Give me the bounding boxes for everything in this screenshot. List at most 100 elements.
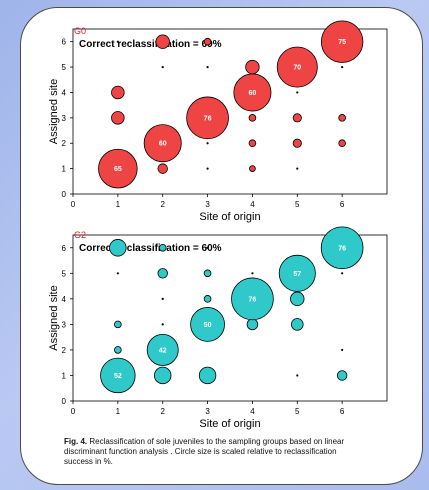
chart2-bubble-label: 52 xyxy=(114,373,122,380)
chart2-x-axis-label: Site of origin xyxy=(199,418,260,430)
chart1-bubble xyxy=(206,65,209,69)
chart2-bubble xyxy=(157,268,168,279)
chart2-bubble xyxy=(290,291,305,307)
chart1-bubble xyxy=(276,46,318,88)
chart2-bubble xyxy=(251,272,254,275)
chart2-bubble-label: 57 xyxy=(293,271,301,278)
chart2-bubble xyxy=(116,272,119,275)
chart1-bubble xyxy=(143,124,182,163)
chart1-y-tick-label: 0 xyxy=(62,190,67,199)
chart1-bubble-label: 75 xyxy=(338,39,346,46)
chart1-bubble xyxy=(248,114,257,122)
chart2-bubble xyxy=(161,323,164,326)
chart2-bubble xyxy=(206,246,209,249)
chart2-bubble xyxy=(109,239,127,257)
chart1-y-tick-label: 6 xyxy=(62,38,67,47)
chart1-bubble xyxy=(203,37,212,46)
chart2-bubble xyxy=(291,318,304,331)
chart1-x-tick-label: 0 xyxy=(71,200,76,209)
chart2-bubble xyxy=(146,333,179,366)
chart1-bubble xyxy=(292,138,302,148)
chart2-x-tick-label: 5 xyxy=(295,407,300,416)
chart2-bubble xyxy=(341,272,344,275)
chart1-bubble xyxy=(161,65,164,69)
chart2-y-tick-label: 5 xyxy=(62,269,67,278)
chart1-bubble-label: 76 xyxy=(204,115,212,122)
chart1-bubble xyxy=(155,34,170,49)
chart1-y-tick-label: 3 xyxy=(62,114,67,123)
chart1-title: Correct reclassification = 69% xyxy=(79,39,222,50)
chart2-y-tick-label: 4 xyxy=(62,295,67,304)
chart1-x-tick-label: 5 xyxy=(295,200,300,209)
chart2-tag: G2 xyxy=(74,230,86,240)
chart1-x-tick-label: 4 xyxy=(250,200,255,209)
chart2-y-tick-label: 6 xyxy=(62,244,67,253)
chart1-bubble xyxy=(206,167,209,170)
chart1-bubble-label: 60 xyxy=(159,141,167,148)
chart1-bubble xyxy=(249,165,256,172)
chart2-bubble xyxy=(296,374,299,377)
chart1-bubble xyxy=(338,114,346,122)
chart2-bubble xyxy=(320,226,364,270)
chart1-bubble xyxy=(111,111,125,125)
chart2-y-tick-label: 2 xyxy=(62,346,67,355)
chart1-x-tick-label: 1 xyxy=(116,200,121,209)
chart1-bubble xyxy=(296,91,299,94)
chart1-y-tick-label: 2 xyxy=(62,139,67,148)
chart1-y-tick-label: 4 xyxy=(62,88,67,97)
chart1-bubble xyxy=(206,142,209,145)
chart1-bubble xyxy=(296,167,299,170)
chart1-bubble xyxy=(186,96,229,140)
caption-text: Reclassification of sole juveniles to th… xyxy=(64,437,345,466)
chart2-bubble xyxy=(154,366,172,385)
chart1-bubble xyxy=(292,113,302,123)
chart1-bubble-label: 60 xyxy=(249,90,257,97)
chart2-y-tick-label: 3 xyxy=(62,320,67,329)
chart2-bubble xyxy=(278,254,316,292)
chart1-bubble xyxy=(341,65,344,69)
chart1-x-tick-label: 3 xyxy=(205,200,210,209)
chart1-x-axis-label: Site of origin xyxy=(199,211,260,223)
chart1-y-tick-label: 1 xyxy=(62,165,67,174)
chart1-y-tick-label: 5 xyxy=(62,63,67,72)
chart1-bubble-label: 65 xyxy=(114,166,122,173)
chart2-x-tick-label: 0 xyxy=(71,407,76,416)
chart2-bubble xyxy=(231,277,274,321)
chart2-y-axis-label: Assigned site xyxy=(48,285,60,350)
chart1-bubble xyxy=(111,85,125,100)
chart2-bubble-label: 42 xyxy=(159,347,167,354)
chart1-y-axis-label: Assigned site xyxy=(48,79,60,144)
chart1-bubble xyxy=(248,139,257,148)
chart2-bubble xyxy=(198,366,217,385)
chart1-bubble xyxy=(245,59,260,75)
chart2-bubble xyxy=(246,318,259,331)
caption-fig-label: Fig. 4. xyxy=(64,437,88,446)
chart1-x-tick-label: 2 xyxy=(160,200,165,209)
chart2-bubble xyxy=(158,243,167,252)
chart2-x-tick-label: 1 xyxy=(116,407,121,416)
chart2-x-tick-label: 2 xyxy=(160,407,165,416)
chart2-bubble xyxy=(341,348,344,352)
chart2-y-tick-label: 1 xyxy=(62,371,67,380)
chart2-y-tick-label: 0 xyxy=(62,397,67,406)
chart2-bubble-label: 50 xyxy=(204,322,212,329)
chart2-bubble xyxy=(190,307,225,342)
chart2-bubble-label: 76 xyxy=(338,245,346,252)
chart1-bubble xyxy=(116,40,119,43)
chart2-bubble xyxy=(336,370,348,381)
chart1-tag: G0 xyxy=(74,26,86,36)
chart2-x-tick-label: 6 xyxy=(340,407,345,416)
chart1-bubble xyxy=(157,163,168,174)
chart2-bubble xyxy=(114,346,122,354)
chart2-x-tick-label: 3 xyxy=(205,407,210,416)
chart2-bubble xyxy=(100,357,136,394)
chart2-bubble xyxy=(114,320,122,329)
chart2-bubble-label: 76 xyxy=(249,296,257,303)
chart1-plot-frame xyxy=(72,28,388,195)
chart1-bubble xyxy=(320,20,364,63)
chart2-x-tick-label: 4 xyxy=(250,407,255,416)
chart1-bubble-label: 70 xyxy=(293,65,301,72)
chart2-bubble xyxy=(161,297,164,300)
figure-caption: Fig. 4. Reclassification of sole juvenil… xyxy=(64,437,364,467)
chart1-x-tick-label: 6 xyxy=(340,200,345,209)
